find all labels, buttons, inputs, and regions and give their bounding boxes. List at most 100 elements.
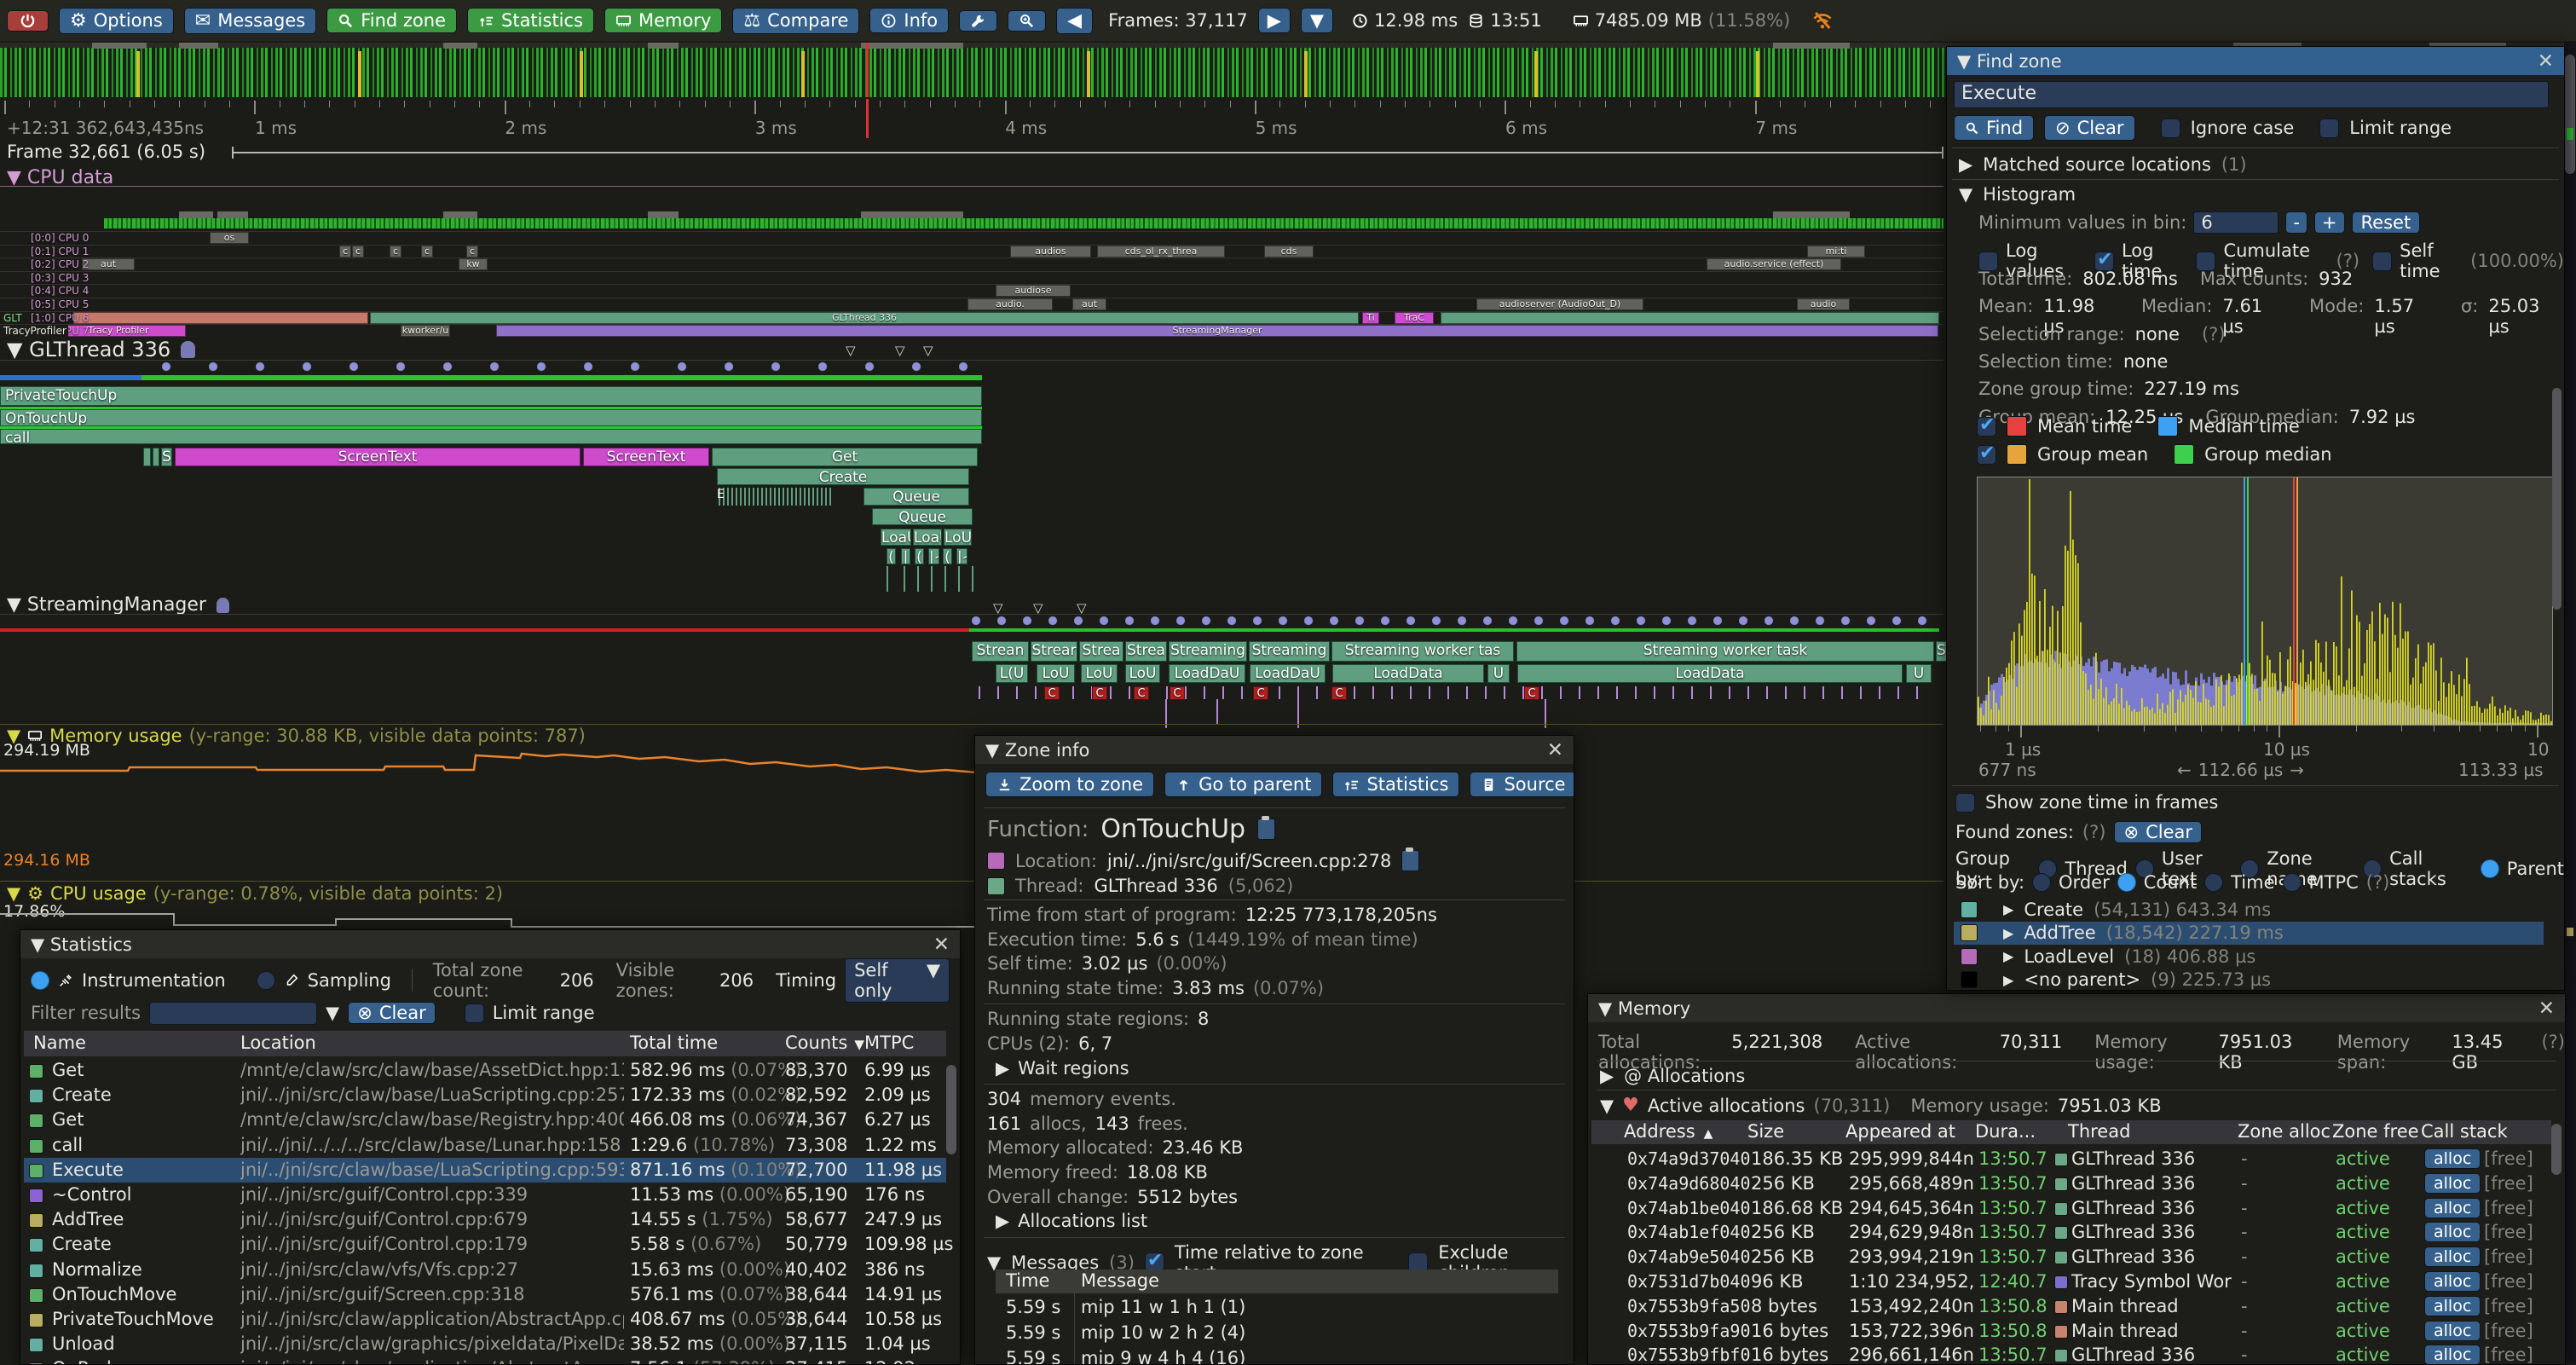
timeline-zone[interactable]: call bbox=[0, 429, 982, 444]
cpu-slice[interactable]: aut bbox=[82, 258, 135, 271]
page-scrollbar[interactable] bbox=[2564, 0, 2576, 1363]
cpu-slice[interactable]: StreamingManager bbox=[496, 325, 1938, 338]
zone-marker[interactable]: ▽ bbox=[1077, 600, 1087, 616]
timeline-zone[interactable]: Get bbox=[712, 448, 978, 466]
cpu-slice[interactable]: audios bbox=[1010, 245, 1091, 257]
cpu-slice[interactable]: c bbox=[390, 245, 401, 257]
find-zone-titlebar[interactable]: ▼ Find zone ✕ bbox=[1947, 47, 2564, 75]
show-zone-time-checkbox[interactable] bbox=[1955, 792, 1975, 813]
funnel-icon[interactable]: ▼ bbox=[326, 1003, 340, 1023]
stats-table-row[interactable]: Create jni/../jni/src/claw/base/LuaScript… bbox=[24, 1083, 946, 1108]
find-button[interactable]: Find bbox=[1954, 115, 2035, 141]
limit-range-checkbox[interactable] bbox=[464, 1003, 484, 1023]
stats-table-row[interactable]: Execute jni/../jni/src/claw/base/LuaScrip… bbox=[24, 1157, 946, 1183]
zone-marker[interactable]: ▽ bbox=[993, 600, 1003, 616]
find-zone-button[interactable]: Find zone bbox=[326, 8, 457, 33]
cpu-slice[interactable]: audiose bbox=[996, 285, 1071, 298]
stats-column-total-time[interactable]: Total time bbox=[630, 1032, 719, 1053]
cpu-slice[interactable]: c bbox=[466, 245, 478, 257]
stats-table-row[interactable]: PrivateTouchMove jni/../jni/src/claw/appl… bbox=[24, 1307, 946, 1332]
copy-icon[interactable] bbox=[1401, 847, 1420, 871]
timeline-zone[interactable]: Queue bbox=[863, 488, 969, 506]
cpu-slice[interactable]: c bbox=[339, 245, 351, 257]
statistics-titlebar[interactable]: ▼ Statistics ✕ bbox=[20, 930, 960, 958]
stats-column-mtpc[interactable]: MTPC bbox=[864, 1032, 915, 1053]
histogram-toggle[interactable]: ▼ Histogram bbox=[1959, 184, 2076, 205]
statistics-button[interactable]: Statistics bbox=[467, 8, 594, 33]
memory-table-row[interactable]: 0x74ab1ef040 256 KB 294,629,948ns 13:50.7 GL… bbox=[1591, 1221, 2551, 1245]
cpu-slice[interactable]: audio.service (effect) bbox=[1707, 258, 1841, 271]
timeline-zone[interactable]: LoadDaU bbox=[1250, 664, 1326, 683]
timeline-zone[interactable]: LoadData bbox=[1332, 664, 1484, 683]
messages-col-message[interactable]: Message bbox=[1081, 1270, 1160, 1291]
find-limit-range-checkbox[interactable] bbox=[2319, 118, 2340, 138]
cpu-slice[interactable]: TraC bbox=[1395, 311, 1434, 324]
memory-col-appeared-at[interactable]: Appeared at bbox=[1845, 1121, 1956, 1142]
legend-checkbox[interactable] bbox=[1977, 414, 1996, 437]
lock-zone[interactable]: C bbox=[1092, 686, 1107, 700]
timeline-zone[interactable] bbox=[153, 448, 159, 466]
cpu-slice[interactable]: cds bbox=[1264, 245, 1314, 257]
ignore-case-checkbox[interactable] bbox=[2160, 118, 2180, 138]
back-button[interactable]: ◀ bbox=[1056, 7, 1094, 34]
memory-table-row[interactable]: 0x7553b9fa90 16 bytes 153,722,396ns 13:50.8… bbox=[1591, 1320, 2551, 1344]
timeline-zone[interactable]: L(U bbox=[996, 664, 1028, 683]
cpu-data-header[interactable]: ▼ CPU data bbox=[7, 167, 114, 188]
frame-down-button[interactable]: ▼ bbox=[1300, 8, 1333, 33]
cpu-slice[interactable]: audioserver (AudioOut_D) bbox=[1476, 298, 1643, 310]
timeline-zone[interactable]: PrivateTouchUp bbox=[0, 386, 982, 406]
found-clear-button[interactable]: ⊗ Clear bbox=[2114, 821, 2202, 843]
stats-table-row[interactable]: Normalize jni/../jni/src/claw/vfs/Vfs.cpp… bbox=[24, 1258, 946, 1282]
lock-zone[interactable]: C bbox=[1524, 686, 1539, 700]
stats-table-row[interactable]: OnRedraw jni/../jni/src/claw/application/… bbox=[24, 1356, 948, 1364]
memory-col-zone-free[interactable]: Zone free bbox=[2332, 1121, 2419, 1142]
alloc-callstack-button[interactable]: alloc bbox=[2424, 1271, 2481, 1292]
expand-icon[interactable]: ▶ bbox=[996, 1057, 1010, 1079]
zone-marker[interactable]: ▽ bbox=[923, 343, 933, 358]
memory-usage-plot[interactable] bbox=[0, 738, 976, 866]
zone-marker[interactable]: ▽ bbox=[1033, 600, 1043, 616]
timeline-zone[interactable]: Streaming bbox=[1249, 641, 1330, 662]
options-button[interactable]: ⚙ Options bbox=[59, 7, 174, 34]
find-clear-button[interactable]: ⊘ Clear bbox=[2044, 115, 2135, 141]
cpu-slice[interactable]: kw bbox=[459, 258, 488, 271]
cpu-slice[interactable] bbox=[73, 311, 368, 324]
alloc-callstack-button[interactable]: alloc bbox=[2424, 1345, 2481, 1364]
sort-by-mtpc[interactable] bbox=[2282, 873, 2302, 892]
memory-table-row[interactable]: 0x74ab9e5040 256 KB 293,994,219ns 13:50.7 GL… bbox=[1591, 1246, 2551, 1270]
messages-col-time[interactable]: Time bbox=[1006, 1270, 1050, 1291]
lock-zone[interactable]: C bbox=[1134, 686, 1149, 700]
expand-icon[interactable]: ▶ bbox=[996, 1211, 1010, 1232]
stats-scrollbar-thumb[interactable] bbox=[946, 1065, 956, 1154]
close-icon[interactable]: ✕ bbox=[2538, 997, 2555, 1020]
cpu-usage-graph-header[interactable]: ▼ ⚙ CPU usage (y-range: 0.78%, visible data… bbox=[7, 883, 503, 904]
allocations-toggle[interactable]: ▶ @ Allocations bbox=[1600, 1066, 1745, 1086]
timeline-zone[interactable]: LoU bbox=[1081, 664, 1118, 683]
timing-select[interactable]: Self only ▼ bbox=[845, 958, 950, 1003]
stats-table-row[interactable]: Get/mnt/e/claw/src/claw/base/Registry.hp… bbox=[24, 1108, 946, 1132]
alloc-callstack-button[interactable]: alloc bbox=[2424, 1197, 2481, 1218]
help-icon[interactable]: (?) bbox=[2541, 1032, 2566, 1052]
stats-table-row[interactable]: ~Control jni/../jni/src/guif/Control.cpp:… bbox=[24, 1183, 946, 1207]
memory-titlebar[interactable]: ▼ Memory ✕ bbox=[1588, 994, 2565, 1022]
close-icon[interactable]: ✕ bbox=[2537, 49, 2554, 72]
memory-button[interactable]: Memory bbox=[604, 8, 723, 33]
timeline-zone[interactable]: U bbox=[1487, 664, 1510, 683]
compare-button[interactable]: ⚖ Compare bbox=[732, 7, 860, 34]
copy-icon[interactable] bbox=[1257, 816, 1276, 840]
reset-button[interactable]: Reset bbox=[2351, 211, 2421, 234]
memory-col-thread[interactable]: Thread bbox=[2068, 1121, 2131, 1142]
frame-next-button[interactable]: ▶ bbox=[1257, 8, 1291, 33]
memory-table-row[interactable]: 0x7553b9fa50 8 bytes 153,492,240ns 13:50.8 M… bbox=[1591, 1295, 2551, 1319]
found-zone-row[interactable]: ▶ LoadLevel (18) 406.88 µs bbox=[1954, 945, 2544, 968]
help-icon[interactable]: (?) bbox=[2082, 822, 2106, 842]
alloc-callstack-button[interactable]: alloc bbox=[2424, 1295, 2481, 1316]
close-icon[interactable]: ✕ bbox=[1546, 738, 1563, 761]
group-by-call-stacks[interactable] bbox=[2363, 859, 2383, 878]
matched-source-toggle[interactable]: ▶ Matched source locations (1) bbox=[1959, 154, 2247, 175]
memory-col-size[interactable]: Size bbox=[1747, 1121, 1785, 1142]
cpu-slice[interactable]: aut bbox=[1072, 298, 1106, 310]
filter-input[interactable] bbox=[149, 1001, 318, 1025]
stats-column-location[interactable]: Location bbox=[240, 1032, 316, 1053]
timeline-zone[interactable]: Strea bbox=[1125, 641, 1167, 662]
